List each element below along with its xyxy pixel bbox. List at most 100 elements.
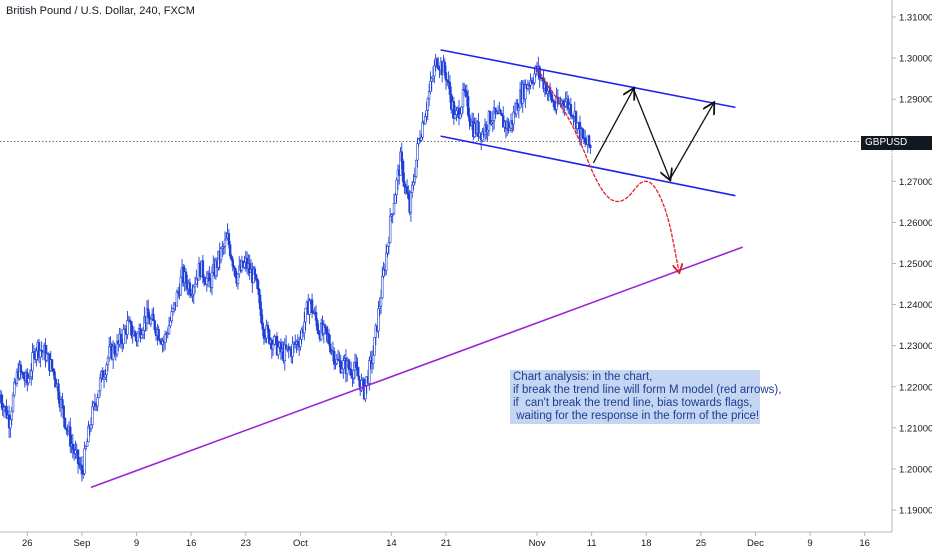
candle-body bbox=[19, 364, 23, 373]
candle-body bbox=[448, 82, 452, 95]
candle-body bbox=[413, 176, 417, 183]
chart-title: British Pound / U.S. Dollar, 240, FXCM bbox=[6, 5, 195, 17]
candle-body bbox=[435, 58, 439, 67]
candle-body bbox=[489, 111, 492, 124]
candle-body bbox=[13, 381, 16, 396]
candle-body bbox=[466, 96, 470, 116]
candle-body bbox=[231, 259, 234, 267]
candle-body bbox=[141, 329, 145, 336]
candle-body bbox=[22, 372, 25, 379]
candle-body bbox=[10, 410, 13, 420]
candle-body bbox=[30, 370, 33, 378]
time-tick-label: 16 bbox=[186, 538, 197, 549]
time-tick-label: 18 bbox=[641, 538, 652, 549]
price-tick-label: 1.27000 bbox=[899, 177, 932, 188]
candle-body bbox=[368, 360, 371, 384]
candle-body bbox=[113, 345, 116, 354]
candle-body bbox=[243, 262, 246, 268]
candle-body bbox=[347, 360, 350, 369]
candle-body bbox=[581, 128, 584, 138]
candle-body bbox=[219, 248, 223, 261]
time-tick-label: Oct bbox=[293, 538, 308, 549]
candle-body bbox=[96, 397, 99, 407]
candle-body bbox=[149, 318, 153, 325]
candle-body bbox=[223, 239, 227, 247]
candle-body bbox=[105, 364, 108, 376]
candle-body bbox=[340, 368, 344, 373]
candle-body bbox=[108, 346, 111, 359]
candle-body bbox=[589, 145, 592, 148]
time-tick-label: Sep bbox=[73, 538, 90, 549]
candle-body bbox=[455, 110, 458, 115]
candle-body bbox=[443, 61, 446, 73]
candle-body bbox=[377, 308, 380, 332]
price-tick-label: 1.20000 bbox=[899, 464, 932, 475]
candle-body bbox=[512, 111, 515, 125]
candle-body bbox=[426, 98, 429, 111]
candle-body bbox=[11, 394, 15, 412]
time-tick-label: 9 bbox=[134, 538, 139, 549]
candle-body bbox=[477, 121, 480, 138]
candle-body bbox=[349, 369, 353, 376]
candle-body bbox=[268, 329, 271, 344]
candle-body bbox=[85, 441, 89, 447]
price-tick-label: 1.19000 bbox=[899, 506, 932, 517]
candle-body bbox=[500, 113, 504, 117]
candle-body bbox=[444, 72, 448, 81]
candle-body bbox=[409, 192, 413, 213]
price-tick-label: 1.22000 bbox=[899, 382, 932, 393]
candle-body bbox=[0, 394, 3, 404]
candle-body bbox=[388, 215, 392, 244]
time-tick-label: 21 bbox=[441, 538, 452, 549]
candle-body bbox=[291, 343, 294, 357]
candle-body bbox=[83, 448, 86, 474]
candle-body bbox=[175, 292, 179, 307]
time-tick-label: 26 bbox=[22, 538, 33, 549]
candle-body bbox=[569, 104, 573, 116]
candle-body bbox=[157, 328, 160, 341]
support-trendline bbox=[90, 246, 744, 489]
candle-body bbox=[147, 308, 150, 319]
candle-body bbox=[317, 329, 320, 335]
candle-body bbox=[61, 399, 64, 407]
time-tick-label: Dec bbox=[747, 538, 764, 549]
candle-body bbox=[230, 255, 233, 260]
candle-body bbox=[93, 402, 97, 406]
candle-body bbox=[136, 332, 140, 342]
candle-body bbox=[403, 181, 406, 187]
channel-line-upper bbox=[440, 49, 736, 109]
candle-body bbox=[453, 114, 457, 119]
candle-body bbox=[234, 268, 237, 278]
candle-body bbox=[171, 308, 175, 312]
candle-body bbox=[296, 341, 300, 346]
candle-body bbox=[411, 184, 414, 193]
candle-body bbox=[407, 193, 410, 199]
candle-body bbox=[228, 244, 232, 257]
time-tick-label: 25 bbox=[696, 538, 707, 549]
candle-body bbox=[257, 288, 260, 296]
candle-body bbox=[184, 271, 188, 284]
candle-body bbox=[76, 449, 80, 464]
candle-body bbox=[459, 113, 462, 119]
candle-body bbox=[392, 203, 396, 215]
candle-body bbox=[420, 136, 423, 141]
price-tick-label: 1.31000 bbox=[899, 13, 932, 24]
candle-body bbox=[167, 325, 171, 334]
candle-body bbox=[119, 333, 123, 344]
candle-body bbox=[325, 327, 328, 334]
time-tick-label: 23 bbox=[240, 538, 251, 549]
red-m-pattern-arrow bbox=[536, 67, 679, 271]
candle-body bbox=[533, 73, 536, 84]
candle-body bbox=[524, 84, 527, 100]
candle-body bbox=[63, 417, 67, 429]
candle-body bbox=[283, 344, 286, 362]
candle-body bbox=[260, 308, 263, 324]
black-flag-arrow bbox=[592, 89, 633, 164]
candle-body bbox=[80, 464, 84, 475]
candle-body bbox=[102, 376, 106, 380]
candle-body bbox=[35, 350, 38, 360]
candle-body bbox=[431, 75, 435, 79]
candle-body bbox=[50, 359, 54, 370]
